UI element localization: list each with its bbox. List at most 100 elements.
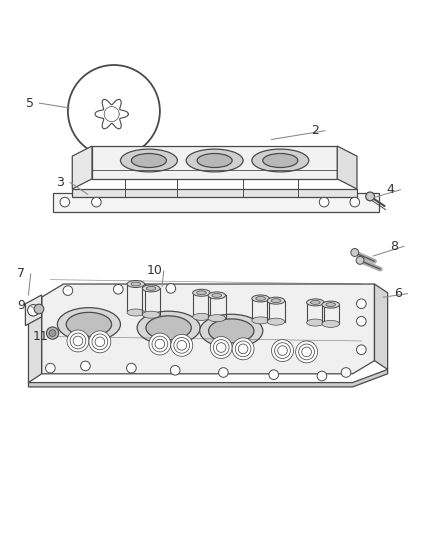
Circle shape (269, 370, 279, 379)
Circle shape (213, 340, 229, 356)
Text: 8: 8 (390, 240, 398, 253)
Circle shape (317, 371, 327, 381)
Circle shape (278, 346, 287, 356)
Ellipse shape (193, 289, 210, 296)
Circle shape (351, 248, 359, 256)
Ellipse shape (146, 316, 191, 340)
Circle shape (81, 361, 90, 371)
Circle shape (155, 339, 165, 349)
Circle shape (34, 304, 44, 314)
Ellipse shape (256, 296, 265, 301)
Circle shape (92, 197, 101, 207)
Ellipse shape (197, 154, 232, 167)
Circle shape (299, 344, 314, 360)
Polygon shape (53, 193, 379, 212)
Text: 7: 7 (17, 268, 25, 280)
Ellipse shape (271, 298, 281, 303)
Polygon shape (72, 189, 357, 197)
Circle shape (357, 345, 366, 354)
Circle shape (92, 334, 108, 350)
Circle shape (70, 333, 86, 349)
Ellipse shape (127, 280, 145, 287)
Circle shape (68, 65, 160, 157)
Circle shape (357, 299, 366, 309)
Ellipse shape (208, 314, 226, 322)
Circle shape (60, 197, 70, 207)
Ellipse shape (208, 292, 226, 299)
Ellipse shape (252, 295, 269, 302)
Ellipse shape (252, 149, 309, 172)
Ellipse shape (120, 149, 177, 172)
Text: 11: 11 (32, 330, 48, 343)
Circle shape (350, 197, 360, 207)
Circle shape (319, 197, 329, 207)
Circle shape (166, 284, 176, 293)
Circle shape (46, 364, 55, 373)
Circle shape (28, 304, 39, 316)
Circle shape (67, 330, 89, 352)
Ellipse shape (66, 312, 112, 336)
Circle shape (174, 337, 190, 353)
Circle shape (152, 336, 168, 352)
Ellipse shape (131, 154, 166, 167)
Ellipse shape (311, 301, 320, 304)
Polygon shape (42, 284, 374, 374)
Circle shape (296, 341, 318, 363)
Circle shape (49, 330, 56, 336)
Circle shape (63, 286, 73, 295)
Ellipse shape (307, 319, 324, 326)
Circle shape (73, 336, 83, 346)
Circle shape (95, 337, 105, 346)
Text: 9: 9 (17, 300, 25, 312)
Circle shape (275, 343, 290, 359)
Circle shape (171, 334, 193, 356)
Ellipse shape (197, 291, 206, 295)
Ellipse shape (186, 149, 243, 172)
Ellipse shape (146, 286, 156, 290)
Circle shape (357, 317, 366, 326)
Circle shape (170, 366, 180, 375)
Text: 2: 2 (311, 124, 319, 137)
Circle shape (366, 192, 374, 201)
Ellipse shape (263, 154, 298, 167)
Text: 3: 3 (57, 176, 64, 189)
Text: 10: 10 (146, 264, 162, 277)
Circle shape (210, 336, 232, 359)
Polygon shape (72, 146, 92, 189)
Ellipse shape (307, 299, 324, 306)
Ellipse shape (322, 301, 339, 308)
Ellipse shape (137, 311, 200, 344)
Ellipse shape (142, 285, 160, 292)
Text: 4: 4 (387, 183, 395, 196)
Ellipse shape (193, 313, 210, 320)
Circle shape (46, 327, 59, 339)
Circle shape (235, 341, 251, 357)
Circle shape (219, 368, 228, 377)
Circle shape (302, 347, 311, 357)
Circle shape (113, 285, 123, 294)
Text: 5: 5 (26, 96, 34, 110)
Circle shape (356, 256, 364, 264)
Ellipse shape (252, 317, 269, 324)
Ellipse shape (131, 282, 141, 286)
Ellipse shape (212, 294, 222, 297)
Circle shape (232, 338, 254, 360)
Polygon shape (92, 146, 337, 179)
Circle shape (272, 340, 293, 361)
Circle shape (216, 343, 226, 352)
Polygon shape (28, 369, 388, 387)
Circle shape (127, 364, 136, 373)
Polygon shape (28, 297, 42, 383)
Ellipse shape (57, 308, 120, 341)
Ellipse shape (200, 314, 263, 348)
Circle shape (177, 341, 187, 350)
Circle shape (89, 331, 111, 353)
Circle shape (149, 333, 171, 355)
Ellipse shape (208, 319, 254, 343)
Polygon shape (337, 146, 357, 189)
Polygon shape (374, 284, 388, 369)
Polygon shape (95, 99, 128, 129)
Ellipse shape (267, 297, 285, 304)
Circle shape (341, 368, 351, 377)
Ellipse shape (267, 318, 285, 325)
